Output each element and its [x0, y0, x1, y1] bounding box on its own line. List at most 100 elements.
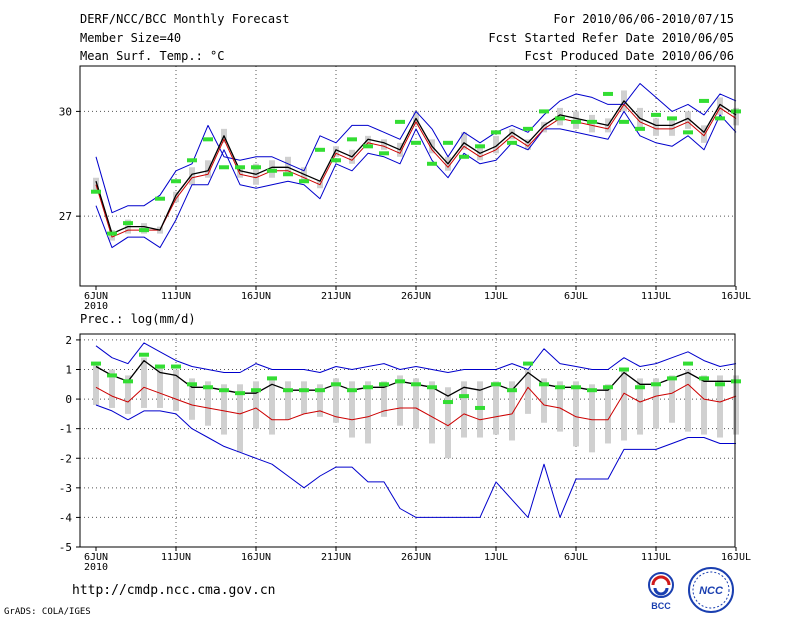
prec-spread-bar: [381, 381, 387, 417]
temp-spread-bar: [525, 139, 531, 150]
temp-x-label: 6JUL: [564, 291, 588, 302]
temperature-panel: 6JUN 11JUN 16JUN 21JUN 26JUN 1JUL 6JUL 11JUL 16J…: [59, 65, 751, 312]
prec-spread-bar: [541, 378, 547, 423]
member-size: Member Size=40: [80, 31, 182, 45]
prec-marker: [683, 361, 693, 366]
temp-spread-bar: [493, 135, 499, 154]
temp-x-label: 1JUL: [484, 291, 508, 302]
temp-spread-bar: [381, 139, 387, 150]
prec-marker: [427, 385, 437, 390]
temp-marker: [619, 119, 629, 124]
prec-frame: [79, 333, 736, 548]
produced-date: Fcst Produced Date 2010/06/06: [524, 49, 734, 63]
prec-spread-bar: [701, 375, 707, 435]
temp-x-label: 16JUL: [721, 291, 751, 302]
prec-marker: [603, 385, 613, 390]
prec-marker: [331, 382, 341, 387]
temp-x-label: 16JUN: [241, 291, 271, 302]
temp-x-label: 11JUN: [161, 291, 191, 302]
prec-marker: [91, 361, 101, 366]
prec-marker: [219, 388, 229, 393]
temp-y-label: 30: [59, 105, 72, 118]
prec-marker: [107, 373, 117, 378]
bcc-logo-arc-icon: [651, 575, 671, 586]
prec-spread-bar: [557, 381, 563, 432]
bcc-logo-wave-icon: [653, 587, 669, 596]
prec-spread-bar: [461, 381, 467, 438]
prec-x-label: 16JUN: [241, 552, 271, 563]
prec-marker: [363, 385, 373, 390]
prec-spread-bar: [637, 378, 643, 435]
prec-min-line: [95, 404, 736, 518]
temp-x-label: 6JUN: [84, 291, 108, 302]
temp-marker: [635, 126, 645, 131]
temp-marker: [315, 147, 325, 152]
prec-spread-bar: [349, 381, 355, 438]
prec-max-line: [95, 342, 737, 373]
temp-marker: [155, 196, 165, 201]
prec-spread-bar: [269, 378, 275, 435]
prec-marker: [459, 394, 469, 399]
prec-marker: [475, 405, 485, 410]
prec-spread-bar: [189, 378, 195, 420]
temp-marker: [731, 109, 741, 114]
prec-spread-bar: [733, 375, 739, 435]
temp-spread-bar: [653, 118, 659, 136]
ncc-logo-globe-icon: [692, 571, 730, 609]
temp-marker: [91, 189, 101, 194]
temp-marker: [171, 179, 181, 184]
temp-marker: [331, 158, 341, 163]
prec-spread-bar: [605, 384, 611, 444]
prec-spread-bar: [301, 381, 307, 414]
temp-y-label: 27: [59, 210, 72, 223]
prec-y-label: 1: [65, 364, 72, 377]
temp-marker: [123, 221, 133, 226]
temp-spread-bar: [717, 97, 723, 115]
prec-spread-bar: [125, 375, 131, 414]
temp-spread-bar: [189, 167, 195, 185]
prec-marker: [731, 379, 741, 384]
prec-spread-bar: [141, 357, 147, 408]
temp-marker: [459, 154, 469, 159]
prec-spread-bar: [397, 375, 403, 426]
prec-y-label: -1: [59, 423, 72, 436]
prec-spread-bar: [685, 369, 691, 432]
source-url[interactable]: http://cmdp.ncc.cma.gov.cn: [72, 583, 276, 598]
prec-x-label: 26JUN: [401, 552, 431, 563]
prec-marker: [587, 388, 597, 393]
prec-spread-bar: [445, 387, 451, 459]
chart-title: DERF/NCC/BCC Monthly Forecast: [80, 12, 290, 26]
refer-date: Fcst Started Refer Date 2010/06/05: [488, 31, 734, 45]
prec-spread-bar: [413, 378, 419, 429]
temp-marker: [651, 112, 661, 117]
temp-marker: [251, 165, 261, 170]
prec-spread-bar: [173, 369, 179, 411]
temp-marker: [555, 116, 565, 121]
prec-spread-bar: [717, 375, 723, 438]
temp-marker: [523, 126, 533, 131]
prec-marker: [283, 388, 293, 393]
temp-marker: [379, 151, 389, 156]
prec-marker: [523, 361, 533, 366]
temp-marker: [203, 137, 213, 142]
prec-marker: [555, 385, 565, 390]
prec-spread-bar: [317, 384, 323, 417]
temp-spread-bar: [237, 167, 243, 178]
prec-marker: [491, 382, 501, 387]
temp-marker: [299, 179, 309, 184]
temp-marker: [267, 168, 277, 173]
prec-marker: [651, 382, 661, 387]
prec-marker: [235, 391, 245, 396]
prec-marker: [667, 376, 677, 381]
temp-marker: [283, 172, 293, 177]
temp-marker: [427, 161, 437, 166]
temp-marker: [235, 165, 245, 170]
prec-x-label: 21JUN: [321, 552, 351, 563]
temp-spread-bar: [541, 121, 547, 133]
prec-spread-bar: [589, 384, 595, 453]
temp-marker: [107, 231, 117, 236]
prec-marker: [155, 364, 165, 369]
temp-marker: [491, 130, 501, 135]
temp-spread-bar: [365, 135, 371, 147]
grads-credit: GrADS: COLA/IGES: [4, 607, 91, 617]
